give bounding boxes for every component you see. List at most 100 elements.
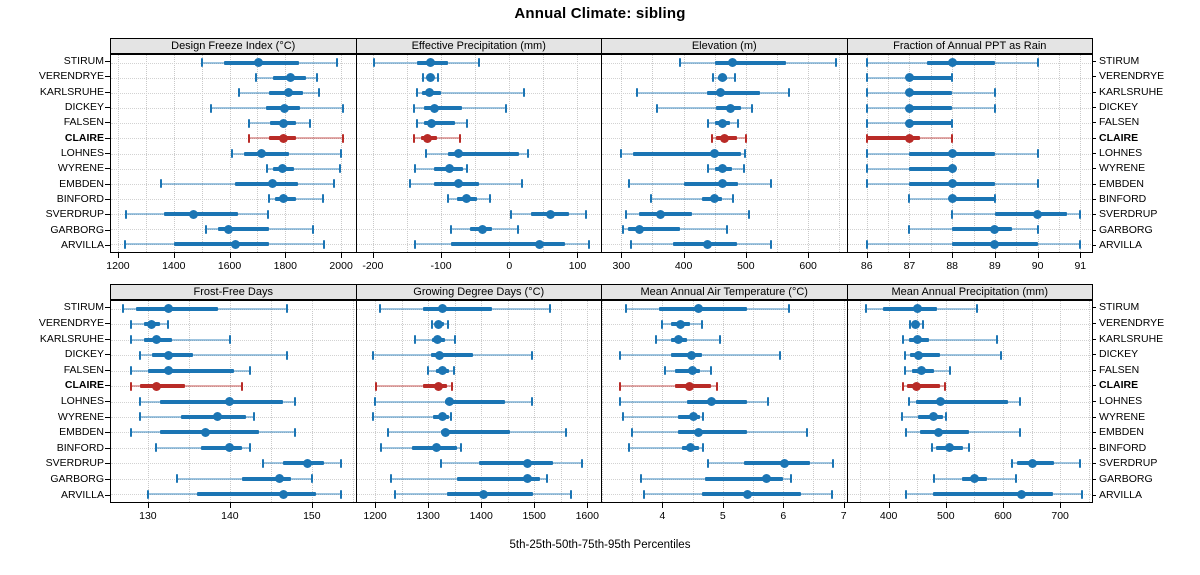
cap-95th [1036, 224, 1039, 234]
axis-tick-label: 86 [860, 260, 873, 272]
median-dot [545, 209, 555, 219]
cap-95th [530, 397, 533, 406]
row-tick-left [105, 447, 110, 449]
median-dot [163, 366, 173, 376]
bar-25th-75th [445, 399, 506, 404]
cap-5th [425, 149, 428, 158]
station-label-right: DICKEY [1099, 101, 1139, 114]
row-tick-right [1091, 76, 1096, 78]
station-label-left: GARBORG [50, 473, 104, 486]
cap-95th [312, 224, 315, 234]
row-guideline [356, 108, 600, 110]
row-tick-right [1091, 432, 1096, 434]
cap-95th [1036, 179, 1039, 189]
panel-plot-fraction-of-annual-ppt-as-rain [846, 54, 1093, 253]
median-dot [444, 164, 454, 174]
median-dot [718, 179, 728, 189]
station-label-right: BINFORD [1099, 441, 1147, 454]
row-guideline [356, 370, 600, 372]
station-label-left: DICKEY [64, 348, 104, 361]
cap-5th [640, 474, 643, 484]
row-tick-left [105, 244, 110, 246]
median-dot [438, 412, 448, 422]
axis-tick [952, 253, 954, 258]
row-guideline [847, 355, 1091, 357]
row-tick-left [105, 369, 110, 371]
bar-25th-75th [163, 212, 238, 217]
row-tick-right [1091, 322, 1096, 324]
axis-tick [481, 503, 483, 508]
cap-5th [422, 73, 425, 83]
axis-tick [375, 503, 377, 508]
median-dot [928, 412, 938, 422]
station-label-right: WYRENE [1099, 162, 1146, 175]
cap-5th [125, 209, 128, 219]
station-label-right: SVERDRUP [1099, 457, 1158, 470]
cap-95th [1036, 149, 1039, 158]
row-tick-right [1091, 183, 1096, 185]
row-tick-right [1091, 369, 1096, 371]
cap-95th [465, 118, 468, 128]
station-label-right: ARVILLA [1099, 238, 1142, 251]
cap-5th [643, 489, 646, 499]
median-dot [188, 209, 198, 219]
bar-25th-75th [422, 306, 492, 311]
whisker-5th-95th [620, 385, 717, 388]
median-dot [717, 73, 727, 83]
station-label-right: CLAIRE [1099, 131, 1139, 144]
row-tick-left [105, 416, 110, 418]
median-dot [523, 474, 533, 484]
bar-25th-75th [201, 445, 243, 450]
median-dot [779, 458, 789, 468]
station-label-right: SVERDRUP [1099, 208, 1158, 221]
median-dot [478, 224, 488, 234]
station-label-left: WYRENE [57, 162, 104, 175]
cap-95th [1036, 58, 1039, 68]
cap-95th [742, 164, 745, 174]
row-guideline [111, 183, 355, 185]
median-dot [934, 427, 944, 437]
cap-5th [864, 304, 867, 314]
row-guideline [356, 168, 600, 170]
median-dot [1016, 489, 1026, 499]
median-dot [453, 179, 463, 189]
median-dot [911, 319, 921, 329]
cap-5th [146, 489, 149, 499]
cap-5th [155, 443, 158, 453]
station-label-left: VERENDRYE [38, 316, 104, 329]
row-guideline [602, 416, 846, 418]
cap-95th [701, 443, 704, 453]
bar-25th-75th [139, 384, 185, 389]
cap-5th [375, 381, 378, 391]
row-tick-left [105, 385, 110, 387]
axis-tick-label: 91 [1074, 260, 1087, 272]
median-dot [912, 335, 922, 345]
axis-tick [229, 503, 231, 508]
median-dot [151, 335, 161, 345]
cap-95th [1019, 397, 1022, 406]
cap-95th [477, 58, 480, 68]
row-guideline [356, 138, 600, 140]
station-label-right: FALSEN [1099, 363, 1140, 376]
cap-5th [661, 319, 664, 329]
station-label-left: FALSEN [63, 363, 104, 376]
cap-95th [323, 239, 326, 249]
cap-5th [620, 149, 623, 158]
median-dot [947, 164, 957, 174]
cap-5th [865, 164, 868, 174]
cap-95th [1079, 209, 1082, 219]
axis-tick-label: 300 [612, 260, 631, 272]
median-dot [990, 239, 1000, 249]
row-tick-right [1091, 137, 1096, 139]
station-label-left: EMBDEN [59, 177, 104, 190]
bar-25th-75th [743, 461, 811, 466]
row-guideline [356, 214, 600, 216]
station-label-left: KARLSRUHE [39, 332, 104, 345]
axis-tick-label: 4 [659, 510, 666, 522]
row-tick-right [1091, 153, 1096, 154]
cap-95th [1000, 350, 1003, 360]
bar-25th-75th [706, 90, 760, 95]
median-dot [716, 88, 726, 98]
